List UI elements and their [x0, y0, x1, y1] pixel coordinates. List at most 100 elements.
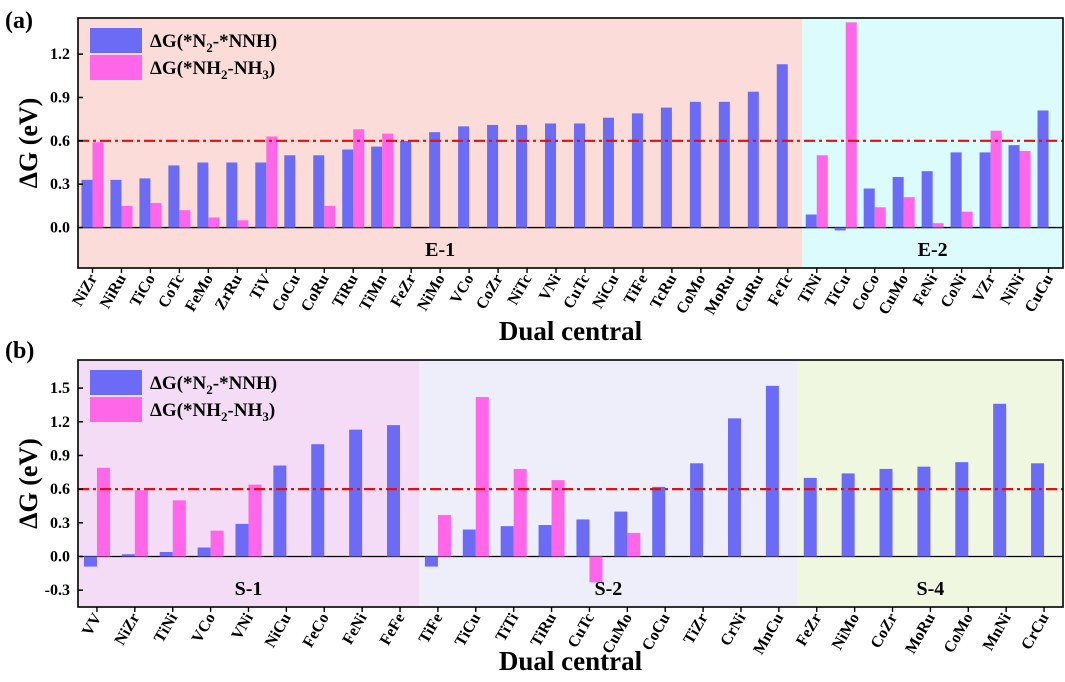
bar-n2-nnh-tiru — [342, 149, 354, 228]
x-tick-label: CoZr — [868, 611, 901, 652]
bar-n2-nnh-vv — [83, 556, 97, 567]
bar-n2-nnh-como — [955, 462, 969, 557]
bar-n2-nnh-niru — [110, 179, 122, 228]
plot-frame — [77, 17, 1064, 269]
legend-label-n2-nnh: ΔG(*N2-*NNH) — [150, 31, 277, 55]
bar-n2-nnh-curu — [747, 91, 759, 228]
bar-nh2-nh3-tiru — [353, 129, 365, 228]
x-tick-label: CuTc — [560, 272, 593, 312]
x-tick-label: VNi — [228, 610, 257, 643]
bar-nh2-nh3-vv — [96, 467, 110, 557]
x-tick-label: CuCu — [1022, 271, 1057, 315]
x-tick-label: MoRu — [902, 610, 939, 656]
bar-n2-nnh-tife — [631, 113, 643, 228]
bar-n2-nnh-coni — [950, 152, 962, 228]
bar-n2-nnh-coru — [313, 155, 325, 228]
plot-frame — [77, 359, 1064, 608]
x-axis-title: Dual central — [499, 316, 643, 346]
x-tick-label: NiCu — [589, 271, 622, 311]
bar-nh2-nh3-tini — [172, 500, 186, 557]
y-tick-label: 0.3 — [50, 176, 70, 193]
bar-n2-nnh-feni — [921, 171, 933, 228]
bar-n2-nnh-femo — [197, 162, 209, 228]
x-tick-label: NiRu — [97, 271, 130, 311]
bar-n2-nnh-cotc — [168, 165, 180, 228]
x-tick-label: CoCu — [269, 271, 304, 314]
bar-nh2-nh3-nini — [1019, 150, 1031, 228]
bar-n2-nnh-cumo — [892, 176, 904, 228]
legend-label-n2-nnh: ΔG(*N2-*NNH) — [150, 373, 277, 397]
bar-n2-nnh-mncu — [765, 385, 779, 557]
bar-n2-nnh-crcu — [1031, 463, 1045, 557]
bar-n2-nnh-nizr — [81, 179, 93, 228]
bar-n2-nnh-ticu — [834, 227, 846, 231]
x-tick-label: CoZr — [473, 271, 506, 312]
legend-swatch-n2-nnh — [90, 28, 142, 53]
bar-n2-nnh-nimo — [429, 132, 441, 228]
group-label-e-1: E-1 — [425, 239, 455, 261]
bar-n2-nnh-tini — [159, 551, 173, 557]
group-label-e-2: E-2 — [918, 239, 948, 261]
x-tick-label: NiTc — [505, 272, 536, 308]
y-tick-label: 1.2 — [50, 414, 70, 431]
bar-nh2-nh3-cumo — [627, 532, 641, 557]
legend-label-nh2-nh3: ΔG(*NH2-NH3) — [150, 58, 275, 82]
bar-n2-nnh-vco — [197, 547, 211, 557]
x-tick-label: NiMo — [414, 272, 448, 314]
x-tick-label: CoRu — [298, 271, 333, 314]
bar-nh2-nh3-vni — [248, 484, 262, 557]
panel-tag: (a) — [5, 8, 33, 34]
x-tick-label: VNi — [536, 271, 565, 304]
bar-n2-nnh-tizr — [690, 463, 704, 557]
group-region-e-2 — [802, 18, 1063, 268]
bar-n2-nnh-mnni — [993, 403, 1007, 557]
y-tick-label: 0.3 — [50, 515, 70, 532]
x-tick-label: ZrRu — [212, 271, 246, 313]
x-tick-label: TiTi — [493, 610, 523, 645]
y-tick-label: -0.3 — [45, 582, 70, 599]
bar-nh2-nh3-zrru — [237, 220, 249, 228]
panel-tag: (b) — [5, 338, 34, 364]
bar-n2-nnh-tiv — [255, 162, 267, 228]
bar-n2-nnh-feco — [311, 444, 325, 557]
bar-n2-nnh-vni — [545, 123, 557, 228]
x-tick-label: FeMo — [182, 272, 217, 315]
legend-label-nh2-nh3: ΔG(*NH2-NH3) — [150, 400, 275, 424]
x-tick-label: CrCu — [1018, 610, 1052, 652]
y-tick-label: 0.0 — [50, 548, 70, 565]
x-tick-label: TiFe — [621, 272, 652, 308]
x-tick-label: CrNi — [717, 610, 749, 649]
bar-n2-nnh-cozr — [487, 124, 499, 228]
bar-n2-nnh-titi — [500, 526, 514, 557]
bar-nh2-nh3-nizr — [92, 142, 104, 228]
x-tick-label: CoNi — [938, 271, 971, 311]
y-tick-label: 0.0 — [50, 220, 70, 237]
bar-n2-nnh-feni — [349, 429, 363, 557]
bar-n2-nnh-zrru — [226, 162, 238, 228]
legend-swatch-n2-nnh — [90, 370, 142, 395]
bar-n2-nnh-cocu — [652, 486, 666, 557]
bar-nh2-nh3-tico — [150, 202, 162, 228]
group-label-s-2: S-2 — [594, 578, 622, 600]
bar-n2-nnh-tife — [424, 556, 438, 567]
x-tick-label: CuRu — [732, 271, 767, 315]
bar-n2-nnh-tini — [805, 214, 817, 228]
x-tick-label: TiMn — [357, 271, 391, 313]
x-tick-label: FeCo — [300, 611, 333, 651]
bar-nh2-nh3-cumo — [903, 197, 915, 228]
bar-nh2-nh3-ticu — [845, 22, 857, 228]
bar-n2-nnh-nicu — [602, 117, 614, 228]
x-tick-label: TiV — [247, 271, 275, 303]
bar-n2-nnh-vzr — [979, 152, 991, 228]
bar-n2-nnh-moru — [917, 466, 931, 557]
x-tick-label: VZr — [970, 271, 999, 305]
y-tick-label: 0.6 — [50, 133, 70, 150]
bar-nh2-nh3-titi — [513, 468, 527, 557]
x-tick-label: TiCu — [452, 610, 484, 649]
x-tick-label: NiMo — [829, 611, 863, 653]
x-tick-label: FeNi — [339, 610, 370, 647]
bar-n2-nnh-como — [689, 101, 701, 228]
x-tick-label: FeZr — [793, 611, 825, 650]
x-tick-label: TiNi — [795, 271, 825, 307]
bar-n2-nnh-cozr — [879, 468, 893, 557]
